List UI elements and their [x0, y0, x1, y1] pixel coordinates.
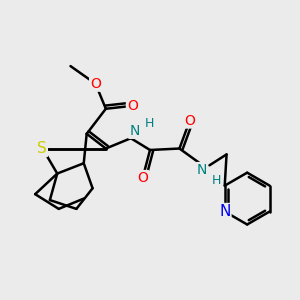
Text: O: O — [184, 114, 195, 128]
Text: O: O — [90, 77, 101, 91]
Text: H: H — [144, 117, 154, 130]
Text: H: H — [212, 173, 221, 187]
Text: S: S — [37, 141, 47, 156]
Text: O: O — [137, 171, 148, 185]
Text: O: O — [127, 99, 138, 113]
Text: N: N — [196, 163, 207, 177]
Text: N: N — [219, 204, 230, 219]
Text: N: N — [129, 124, 140, 138]
